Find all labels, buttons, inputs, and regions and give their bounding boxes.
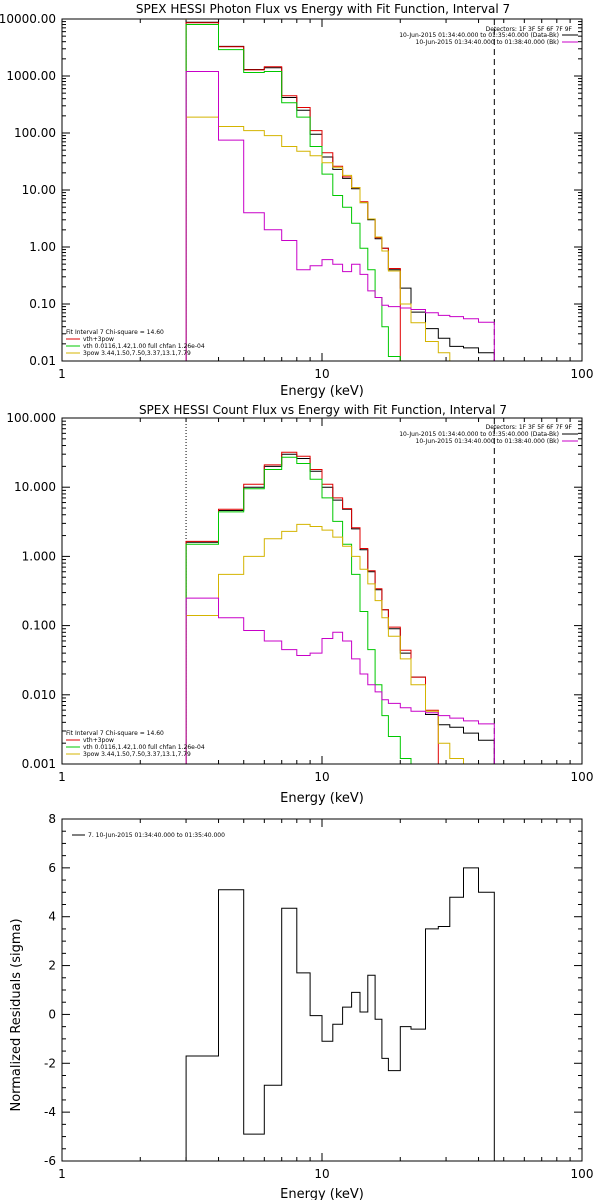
residuals-xlabel: Energy (keV) xyxy=(280,1187,364,1200)
photon-flux-series-data-bk xyxy=(185,21,495,361)
photon-flux-ytick-label: 10.00 xyxy=(22,183,56,197)
count-flux-ytick-label: 1.000 xyxy=(22,549,56,563)
residuals-ytick-label: 0 xyxy=(48,1007,56,1021)
count-flux-series-vth xyxy=(185,456,412,764)
count-flux-xtick-label: 1 xyxy=(58,770,66,784)
count-flux-legend-3pow: 3pow 3.44,1.50,7.50,3.37,13.1,7.79 xyxy=(83,751,191,758)
residuals-legend-entry: 7. 10-Jun-2015 01:34:40.000 to 01:35:40.… xyxy=(88,832,225,839)
count-flux-legend-vth: vth 0.0116,1.42,1.00 full chfan 1.26e-04 xyxy=(83,744,205,751)
photon-flux-title: SPEX HESSI Photon Flux vs Energy with Fi… xyxy=(136,2,510,16)
photon-flux-detectors: Detectors: 1F 3F 5F 6F 7F 9F xyxy=(486,26,573,33)
count-flux-xlabel: Energy (keV) xyxy=(280,791,364,806)
residuals-series xyxy=(185,867,495,1161)
count-flux-fit-info: Fit Interval 7 Chi-square = 14.60 xyxy=(66,730,164,737)
photon-flux-series-vth xyxy=(185,24,401,361)
photon-flux-xtick-label: 100 xyxy=(571,367,594,381)
photon-flux-ytick-label: 0.01 xyxy=(29,354,56,368)
residuals-ytick-label: -2 xyxy=(44,1056,56,1070)
photon-flux-legend-3pow: 3pow 3.44,1.50,7.50,3.37,13.1,7.79 xyxy=(83,350,191,357)
photon-flux-frame xyxy=(61,18,583,362)
count-flux-legend-fit: vth+3pow xyxy=(83,737,114,744)
count-flux-series-bk xyxy=(185,597,495,764)
count-flux-ytick-label: 0.100 xyxy=(22,619,56,633)
photon-flux-legend-vth: vth 0.0116,1.42,1.00 full chfan 1.26e-04 xyxy=(83,343,205,350)
residuals-ytick-label: 4 xyxy=(48,910,56,924)
photon-flux-legend-fit: vth+3pow xyxy=(83,336,114,343)
photon-flux-panel: SPEX HESSI Photon Flux vs Energy with Fi… xyxy=(0,2,593,399)
residuals-legend: 7. 10-Jun-2015 01:34:40.000 to 01:35:40.… xyxy=(72,832,225,839)
count-flux-legend-top: Detectors: 1F 3F 5F 6F 7F 9F 10-Jun-2015… xyxy=(399,424,578,445)
photon-flux-xtick-label: 10 xyxy=(314,367,329,381)
residuals-ytick-label: 8 xyxy=(48,812,56,826)
photon-flux-xtick-label: 1 xyxy=(58,367,66,381)
photon-flux-ytick-label: 1000.00 xyxy=(6,69,56,83)
count-flux-series-data-bk xyxy=(185,453,495,764)
photon-flux-vlines xyxy=(185,19,495,361)
residuals-ytick-label: -6 xyxy=(44,1154,56,1168)
count-flux-legend-bk: 10-Jun-2015 01:34:40.000 to 01:38:40.000… xyxy=(416,438,559,445)
residuals-xtick-label: 100 xyxy=(571,1167,594,1181)
count-flux-series-3pow xyxy=(185,523,464,764)
photon-flux-ytick-label: 100.00 xyxy=(14,126,56,140)
count-flux-series xyxy=(185,451,495,764)
count-flux-ytick-label: 0.001 xyxy=(22,757,56,771)
count-flux-ytick-label: 100.000 xyxy=(6,411,56,425)
count-flux-vlines xyxy=(185,418,495,764)
count-flux-legend-databk: 10-Jun-2015 01:34:40.000 to 01:35:40.000… xyxy=(399,431,559,438)
count-flux-xtick-label: 100 xyxy=(571,770,594,784)
photon-flux-series-3pow xyxy=(185,116,451,361)
residuals-panel: Energy (keV) Normalized Residuals (sigma… xyxy=(9,812,593,1200)
residuals-series-residuals xyxy=(185,867,495,1161)
count-flux-xtick-label: 10 xyxy=(314,770,329,784)
count-flux-legend-bottom: Fit Interval 7 Chi-square = 14.60 vth+3p… xyxy=(66,730,205,758)
photon-flux-legend-databk: 10-Jun-2015 01:34:40.000 to 01:35:40.000… xyxy=(399,32,559,39)
photon-flux-series-bk xyxy=(185,71,495,361)
residuals-frame xyxy=(61,818,583,1162)
residuals-ytick-label: 6 xyxy=(48,861,56,875)
count-flux-frame xyxy=(61,417,583,765)
photon-flux-ytick-label: 1.00 xyxy=(29,240,56,254)
count-flux-title: SPEX HESSI Count Flux vs Energy with Fit… xyxy=(139,403,507,417)
photon-flux-ytick-label: 10000.00 xyxy=(0,12,56,26)
residuals-ylabel: Normalized Residuals (sigma) xyxy=(9,918,24,1111)
residuals-xtick-label: 1 xyxy=(58,1167,66,1181)
photon-flux-ticks: 1 10 100 0.01 0.10 1.00 10.00 100.00 1000.00 1000… xyxy=(0,12,593,381)
photon-flux-fit-info: Fit Interval 7 Chi-square = 14.60 xyxy=(66,329,164,336)
residuals-xtick-label: 10 xyxy=(314,1167,329,1181)
residuals-ytick-label: -4 xyxy=(44,1105,56,1119)
residuals-ytick-label: 2 xyxy=(48,959,56,973)
photon-flux-series xyxy=(185,21,495,361)
count-flux-ytick-label: 0.010 xyxy=(22,688,56,702)
count-flux-panel: SPEX HESSI Count Flux vs Energy with Fit… xyxy=(6,403,593,806)
photon-flux-legend-top: Detectors: 1F 3F 5F 6F 7F 9F 10-Jun-2015… xyxy=(399,26,578,46)
residuals-ticks: 1 10 100 -6 -4 -2 0 2 4 6 8 xyxy=(44,812,593,1181)
count-flux-series-vth-3pow xyxy=(185,451,439,764)
photon-flux-ytick-label: 0.10 xyxy=(29,297,56,311)
photon-flux-xlabel: Energy (keV) xyxy=(280,384,364,399)
count-flux-ticks: 1 10 100 0.001 0.010 0.100 1.000 10.000 100.000 xyxy=(6,411,593,784)
photon-flux-legend-bk: 10-Jun-2015 01:34:40.000 to 01:38:40.000… xyxy=(416,39,559,46)
photon-flux-legend-bottom: Fit Interval 7 Chi-square = 14.60 vth+3p… xyxy=(66,329,205,357)
count-flux-detectors: Detectors: 1F 3F 5F 6F 7F 9F xyxy=(486,424,573,431)
count-flux-ytick-label: 10.000 xyxy=(14,480,56,494)
